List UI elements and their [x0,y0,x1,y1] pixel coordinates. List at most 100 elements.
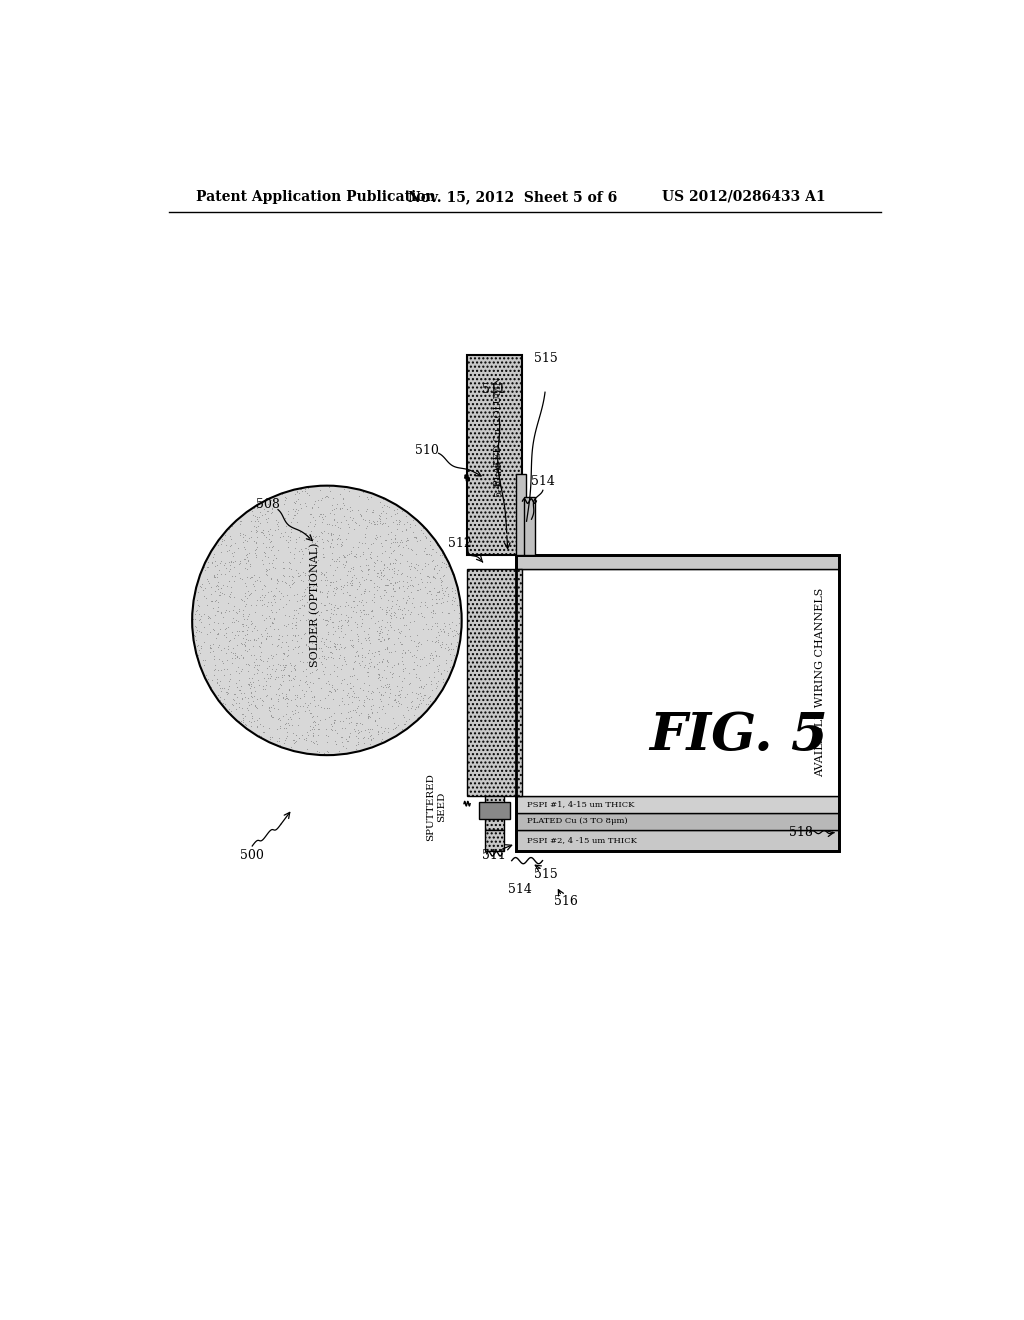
Point [184,609,201,630]
Point [376,579,392,601]
Point [430,660,446,681]
Point [351,503,368,524]
Point [341,516,357,537]
Point [434,578,451,599]
Point [373,560,389,581]
Point [262,667,279,688]
Point [431,545,447,566]
Point [219,659,236,680]
Point [376,628,392,649]
Point [387,552,403,573]
Point [354,532,371,553]
Point [424,589,440,610]
Point [373,503,389,524]
Point [305,685,322,706]
Point [223,552,240,573]
Point [262,676,279,697]
Point [396,615,413,636]
Point [318,628,335,649]
Point [305,528,322,549]
Point [403,681,420,702]
Point [332,711,348,733]
Point [373,562,389,583]
Point [286,585,302,606]
Point [276,490,293,511]
Point [326,550,342,572]
Point [249,498,265,519]
Point [316,594,333,615]
Point [379,639,395,660]
Point [215,583,231,605]
Point [410,682,426,704]
Point [264,585,281,606]
Point [317,506,334,527]
Point [296,595,312,616]
Point [390,511,407,532]
Point [381,599,397,620]
Point [311,667,328,688]
Point [254,590,270,611]
Point [228,603,245,624]
Point [261,701,278,722]
Point [278,516,294,537]
Point [445,619,462,640]
Point [385,577,401,598]
Point [394,562,411,583]
Point [433,663,450,684]
Point [423,680,439,701]
Point [284,573,300,594]
Point [268,548,285,569]
Point [274,570,291,591]
Point [245,574,261,595]
Point [392,531,409,552]
Point [327,582,343,603]
Point [253,632,269,653]
Point [225,627,242,648]
Point [391,598,408,619]
Point [372,669,388,690]
Point [260,591,276,612]
Point [432,568,449,589]
Point [417,595,433,616]
Point [310,667,327,688]
Point [189,635,206,656]
Point [298,727,314,748]
Point [210,578,226,599]
Point [319,731,336,752]
Point [262,581,279,602]
Point [333,702,349,723]
Point [299,565,315,586]
Point [375,676,391,697]
Point [291,482,307,503]
Point [285,607,301,628]
Point [348,512,365,533]
Point [376,585,392,606]
Point [264,645,281,667]
Point [249,663,265,684]
Text: 500: 500 [241,849,264,862]
Point [383,595,399,616]
Point [249,590,265,611]
Point [322,681,338,702]
Point [364,607,380,628]
Point [287,685,303,706]
Point [323,705,339,726]
Point [430,582,446,603]
Point [400,586,417,607]
Point [324,598,340,619]
Point [364,502,380,523]
Point [425,602,441,623]
Point [346,719,362,741]
Point [323,718,339,739]
Point [413,649,429,671]
Point [382,661,398,682]
Point [341,544,357,565]
Point [355,581,372,602]
Point [207,605,223,626]
Point [264,726,281,747]
Point [421,686,437,708]
Point [303,730,319,751]
Point [249,520,265,541]
Point [316,594,333,615]
Point [347,642,364,663]
